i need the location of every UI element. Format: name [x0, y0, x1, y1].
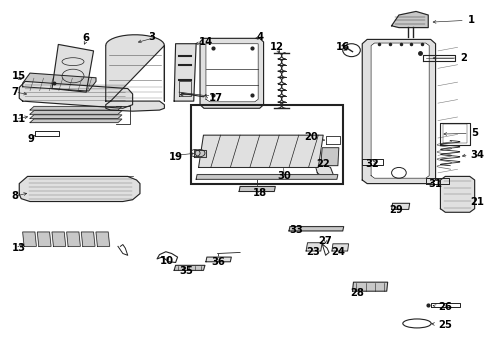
- Polygon shape: [371, 43, 429, 178]
- Text: 20: 20: [305, 132, 318, 142]
- Polygon shape: [30, 107, 122, 110]
- Polygon shape: [30, 119, 122, 123]
- Text: 26: 26: [438, 302, 452, 312]
- Polygon shape: [194, 149, 206, 157]
- Polygon shape: [200, 39, 264, 108]
- Text: 33: 33: [290, 225, 303, 235]
- Text: 25: 25: [438, 320, 452, 330]
- Text: 12: 12: [270, 42, 284, 52]
- Text: 6: 6: [83, 33, 90, 43]
- Polygon shape: [19, 81, 133, 108]
- Text: 32: 32: [365, 159, 379, 169]
- Text: 17: 17: [208, 93, 222, 103]
- Polygon shape: [30, 115, 122, 118]
- Text: 11: 11: [11, 114, 25, 124]
- Polygon shape: [67, 232, 80, 246]
- Text: 30: 30: [277, 171, 291, 181]
- Polygon shape: [52, 44, 94, 92]
- Polygon shape: [174, 265, 205, 270]
- Bar: [191, 105, 343, 184]
- Text: 5: 5: [471, 129, 478, 138]
- Polygon shape: [37, 232, 51, 246]
- Text: 23: 23: [307, 247, 320, 257]
- Polygon shape: [96, 232, 110, 246]
- Polygon shape: [316, 164, 334, 179]
- Polygon shape: [392, 12, 428, 28]
- Text: 1: 1: [467, 15, 474, 26]
- Polygon shape: [362, 40, 436, 184]
- Polygon shape: [441, 176, 475, 212]
- Text: 10: 10: [160, 256, 174, 266]
- Polygon shape: [198, 135, 323, 167]
- Polygon shape: [392, 203, 410, 210]
- Text: 8: 8: [11, 191, 19, 201]
- Text: 14: 14: [199, 37, 213, 47]
- Text: 2: 2: [460, 53, 467, 63]
- Text: 36: 36: [211, 257, 225, 267]
- Polygon shape: [23, 232, 36, 246]
- Text: 4: 4: [256, 32, 263, 41]
- Text: 35: 35: [179, 266, 193, 276]
- Text: 24: 24: [331, 247, 345, 257]
- Text: 28: 28: [350, 288, 365, 298]
- Polygon shape: [19, 176, 140, 202]
- Text: 18: 18: [253, 188, 267, 198]
- Text: 19: 19: [169, 152, 183, 162]
- Text: 34: 34: [471, 150, 485, 160]
- Polygon shape: [352, 282, 388, 291]
- Text: 7: 7: [11, 87, 18, 97]
- Text: 21: 21: [470, 197, 484, 207]
- Polygon shape: [306, 243, 322, 251]
- Text: 13: 13: [11, 243, 25, 253]
- Polygon shape: [321, 148, 339, 166]
- Polygon shape: [267, 144, 299, 166]
- Polygon shape: [239, 186, 275, 192]
- Text: 16: 16: [336, 42, 350, 52]
- Text: 27: 27: [319, 236, 333, 246]
- Polygon shape: [52, 232, 66, 246]
- Polygon shape: [106, 35, 164, 111]
- Polygon shape: [206, 257, 231, 262]
- Text: 29: 29: [390, 206, 403, 216]
- Text: 22: 22: [317, 159, 330, 169]
- Polygon shape: [30, 111, 122, 114]
- Polygon shape: [23, 73, 96, 91]
- Polygon shape: [332, 244, 348, 251]
- Polygon shape: [174, 44, 196, 101]
- Text: 15: 15: [11, 71, 25, 81]
- Polygon shape: [289, 226, 343, 231]
- Text: 3: 3: [149, 32, 156, 41]
- Polygon shape: [206, 44, 258, 102]
- Text: 9: 9: [27, 134, 34, 144]
- Polygon shape: [196, 175, 338, 179]
- Polygon shape: [81, 232, 95, 246]
- Text: 31: 31: [429, 179, 442, 189]
